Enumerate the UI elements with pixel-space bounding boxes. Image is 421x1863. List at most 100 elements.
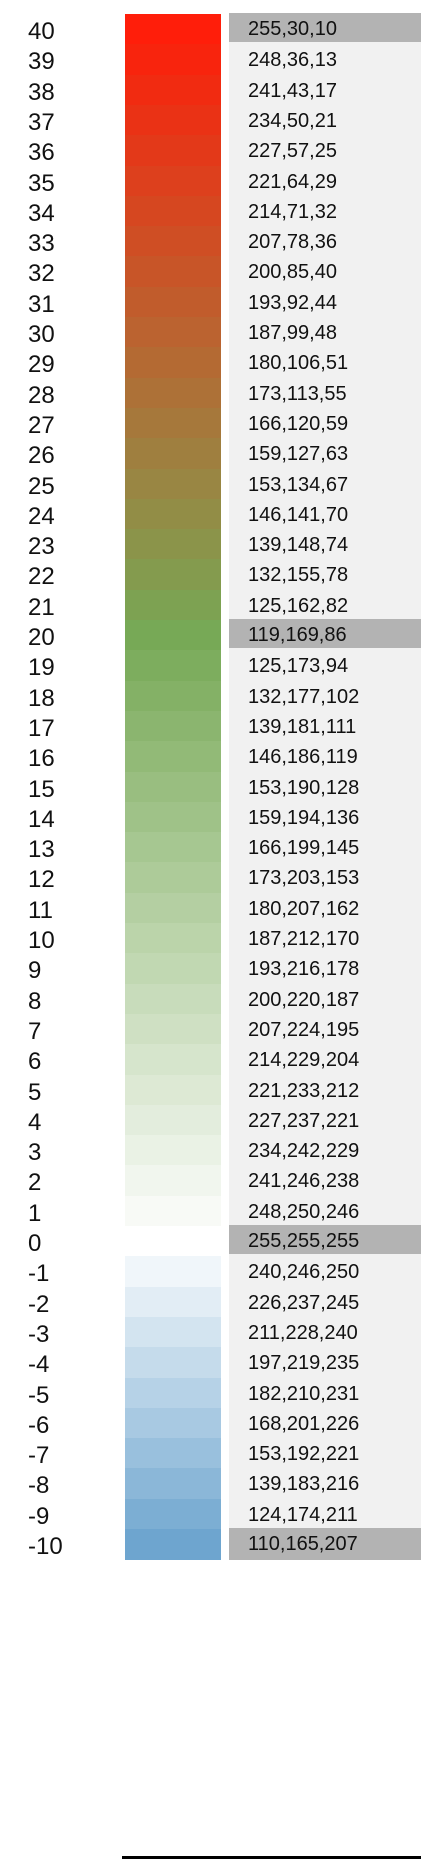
value-label: 34 [28, 199, 55, 227]
rgb-value-text: 248,36,13 [248, 49, 337, 72]
rgb-cell: 221,64,29 [229, 163, 421, 200]
rgb-value-text: 227,57,25 [248, 140, 337, 163]
rgb-value-text: 187,212,170 [248, 928, 360, 950]
value-label: 0 [28, 1230, 42, 1257]
legend-row: 15 153,190,128 [0, 769, 421, 806]
legend-row: 17 139,181,111 [0, 708, 421, 745]
color-swatch [125, 438, 221, 470]
rgb-cell: 241,43,17 [229, 72, 421, 109]
rgb-cell: 248,250,246 [229, 1193, 421, 1230]
rgb-value-text: 200,220,187 [248, 988, 360, 1011]
rgb-cell: 180,106,51 [229, 345, 421, 382]
legend-row: 9 193,216,178 [0, 951, 421, 988]
color-swatch [125, 317, 221, 348]
rgb-cell: 227,237,221 [229, 1102, 421, 1139]
rgb-value-text: 139,148,74 [248, 534, 349, 557]
legend-row: 16 146,186,119 [0, 739, 421, 776]
rgb-cell: 173,203,153 [229, 860, 421, 897]
legend-row: 39 248,36,13 [0, 42, 421, 79]
rgb-cell: 221,233,212 [229, 1072, 421, 1109]
value-label: 30 [28, 321, 55, 348]
legend-row: 38 241,43,17 [0, 72, 421, 109]
value-label: 40 [28, 18, 55, 45]
rgb-value-text: 197,219,235 [248, 1352, 360, 1375]
rgb-value-text: 168,201,226 [248, 1412, 360, 1435]
color-swatch [125, 1316, 221, 1348]
rgb-value-text: 139,181,111 [248, 715, 357, 738]
rgb-value-text: 119,169,86 [248, 624, 347, 646]
color-swatch [125, 710, 221, 742]
rgb-value-text: 159,127,63 [248, 443, 349, 466]
rgb-cell: 200,220,187 [229, 981, 421, 1018]
value-label: 13 [28, 836, 55, 864]
color-swatch [125, 44, 221, 76]
legend-row: 21 125,162,82 [0, 587, 421, 624]
value-label: 37 [28, 108, 55, 136]
color-swatch [125, 620, 221, 651]
value-label: 25 [28, 472, 55, 500]
legend-row: 27 166,120,59 [0, 405, 421, 442]
rgb-cell: 214,71,32 [229, 193, 421, 230]
color-swatch [125, 983, 221, 1015]
color-swatch [125, 1195, 221, 1227]
rgb-cell: 197,219,235 [229, 1345, 421, 1382]
rgb-value-text: 146,186,119 [248, 746, 358, 769]
rgb-value-text: 214,71,32 [248, 200, 337, 223]
rgb-value-text: 139,183,216 [248, 1473, 360, 1496]
rgb-cell: 166,120,59 [229, 405, 421, 442]
rgb-value-text: 240,246,250 [248, 1261, 360, 1284]
value-label: 2 [28, 1169, 42, 1197]
rgb-cell: 207,224,195 [229, 1011, 421, 1048]
legend-row: 37 234,50,21 [0, 102, 421, 139]
rgb-value-text: 193,216,178 [248, 958, 360, 981]
color-swatch [125, 953, 221, 985]
rgb-cell: 182,210,231 [229, 1375, 421, 1412]
legend-row: -4 197,219,235 [0, 1345, 421, 1382]
value-label: 5 [28, 1078, 42, 1106]
value-label: 10 [28, 927, 55, 954]
rgb-cell: 187,212,170 [229, 921, 421, 957]
rgb-cell: 214,229,204 [229, 1042, 421, 1079]
rgb-value-text: 146,141,70 [248, 503, 349, 526]
value-label: -8 [28, 1472, 50, 1500]
rgb-value-text: 226,237,245 [248, 1291, 360, 1314]
rgb-value-text: 132,177,102 [248, 685, 360, 708]
color-swatch [125, 1438, 221, 1470]
legend-baseline [122, 1856, 421, 1859]
legend-row: 34 214,71,32 [0, 193, 421, 230]
legend-row: 18 132,177,102 [0, 678, 421, 715]
color-swatch [125, 1498, 221, 1530]
rgb-cell-highlighted: 119,169,86 [229, 619, 421, 651]
legend-row: 22 132,155,78 [0, 557, 421, 594]
rgb-cell-highlighted: 255,255,255 [229, 1225, 421, 1257]
rgb-cell: 193,216,178 [229, 951, 421, 988]
value-label: 38 [28, 78, 55, 106]
legend-row: 28 173,113,55 [0, 375, 421, 412]
value-label: 15 [28, 775, 55, 803]
rgb-cell: 125,173,94 [229, 648, 421, 685]
value-label: -1 [28, 1260, 50, 1288]
value-label: 3 [28, 1139, 42, 1167]
legend-row: -7 153,192,221 [0, 1436, 421, 1473]
value-label: 21 [28, 593, 55, 621]
rgb-cell: 153,190,128 [229, 769, 421, 806]
rgb-value-text: 159,194,136 [248, 806, 360, 829]
value-label: 19 [28, 654, 55, 682]
rgb-value-text: 255,30,10 [248, 18, 337, 40]
legend-row: -8 139,183,216 [0, 1466, 421, 1503]
rgb-cell: 159,127,63 [229, 436, 421, 473]
rgb-value-text: 132,155,78 [248, 564, 349, 587]
color-swatch [125, 104, 221, 136]
rgb-cell: 240,246,250 [229, 1254, 421, 1291]
legend-row: 4 227,237,221 [0, 1102, 421, 1139]
color-swatch [125, 1377, 221, 1409]
rgb-value-text: 227,237,221 [248, 1109, 360, 1132]
rgb-value-text: 187,99,48 [248, 322, 337, 344]
legend-row: 3 234,242,229 [0, 1133, 421, 1170]
color-swatch [125, 1407, 221, 1439]
legend-row: 36 227,57,25 [0, 133, 421, 170]
rgb-value-text: 255,255,255 [248, 1230, 360, 1252]
rgb-cell: 139,181,111 [229, 708, 421, 745]
value-label: 20 [28, 624, 55, 651]
legend-row: 33 207,78,36 [0, 224, 421, 261]
